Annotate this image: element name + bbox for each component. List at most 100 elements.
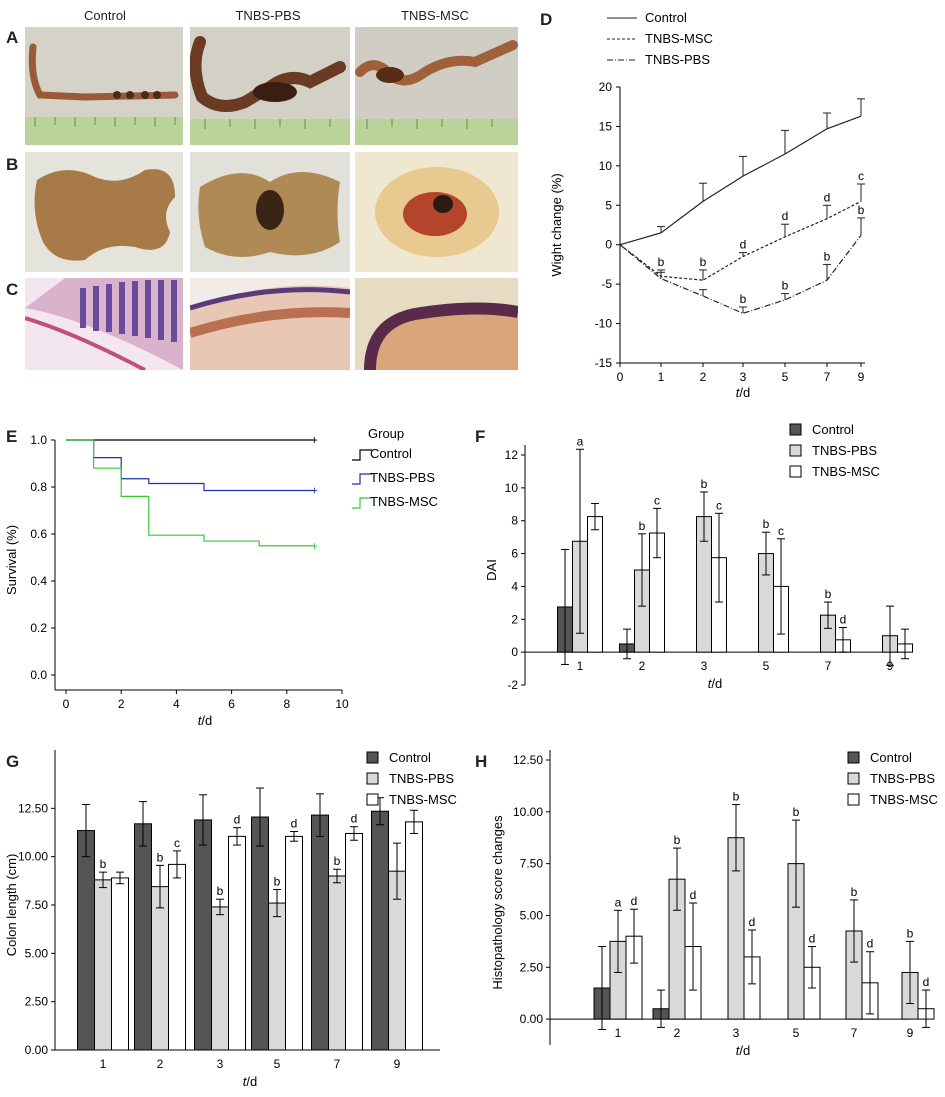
bar-tnbs-msc [285, 835, 303, 1051]
histology-photo-control [25, 278, 183, 370]
y-tick-label: 15 [599, 119, 613, 133]
legend-swatch [366, 772, 379, 785]
significance-label: d [291, 817, 298, 831]
significance-label: b [907, 926, 914, 940]
y-tick-label: 1.0 [30, 433, 47, 447]
bar-tnbs-pbs [211, 906, 229, 1051]
colon-photo-tnbs-pbs [190, 27, 350, 145]
bar-control [311, 814, 329, 1051]
y-tick-label: 0 [605, 238, 612, 252]
significance-label: d [824, 190, 831, 204]
x-tick-label: 3 [217, 1057, 224, 1071]
significance-label: b [740, 292, 747, 306]
x-tick-label: 10 [335, 697, 349, 711]
x-tick-label: 5 [274, 1057, 281, 1071]
legend-label: TNBS-MSC [870, 792, 938, 807]
panel-letter-b: B [6, 155, 19, 174]
column-header-control: Control [84, 8, 126, 23]
x-tick-label: 0 [617, 370, 624, 384]
legend-label: TNBS-MSC [370, 494, 438, 509]
x-tick-label: 7 [824, 370, 831, 384]
legend-label: TNBS-PBS [870, 771, 935, 786]
y-tick-label: 5.00 [520, 908, 544, 922]
colon-length-chart: 0.002.505.007.5010.0012.501b2bc3bd5bd7bd… [4, 750, 457, 1089]
panel-letter-e: E [6, 427, 18, 446]
panel-letter-a: A [6, 28, 19, 47]
x-tick-label: 3 [740, 370, 747, 384]
y-tick-label: 2 [511, 612, 518, 626]
y-tick-label: 0.6 [30, 527, 47, 541]
x-tick-label: 9 [394, 1057, 401, 1071]
significance-label: b [674, 833, 681, 847]
y-tick-label: 2.50 [520, 960, 544, 974]
survival-line-tnbs-pbs [66, 439, 315, 492]
mucosa-photo-tnbs-msc [355, 152, 518, 272]
x-tick-label: 1 [577, 659, 584, 673]
bar-tnbs-pbs [151, 886, 169, 1051]
legend-swatch [847, 793, 860, 806]
legend-label: Control [645, 10, 687, 25]
column-header-tnbs-pbs: TNBS-PBS [235, 8, 301, 23]
y-tick-label: 12 [505, 448, 519, 462]
significance-label: d [740, 238, 747, 252]
x-tick-label: 3 [733, 1026, 740, 1040]
histology-photo-tnbs-msc [355, 278, 518, 370]
legend-label: Control [812, 422, 854, 437]
bar-tnbs-msc [345, 832, 363, 1051]
panel-letter-g: G [6, 752, 20, 771]
y-tick-label: 10 [599, 159, 613, 173]
bar-tnbs-msc [111, 877, 129, 1051]
significance-label: b [793, 805, 800, 819]
legend-title: Group [368, 426, 404, 441]
y-tick-label: -15 [595, 356, 613, 370]
x-axis-label: t/d [708, 676, 722, 691]
x-axis-label: t/d [736, 1043, 750, 1058]
y-tick-label: -2 [507, 678, 518, 692]
legend-swatch [847, 751, 860, 764]
significance-label: d [782, 209, 789, 223]
legend-label: TNBS-PBS [645, 52, 710, 67]
legend-label: TNBS-PBS [812, 443, 877, 458]
y-tick-label: 12.50 [18, 801, 48, 815]
legend-label: TNBS-PBS [370, 470, 435, 485]
x-tick-label: 2 [674, 1026, 681, 1040]
x-tick-label: 3 [701, 659, 708, 673]
x-axis-label: t/d [736, 385, 750, 400]
mucosa-photo-control [25, 152, 183, 272]
significance-label: d [923, 975, 930, 989]
x-tick-label: 9 [907, 1026, 914, 1040]
x-tick-label: 9 [887, 659, 894, 673]
colon-photo-tnbs-msc [355, 27, 518, 145]
legend-swatch [366, 751, 379, 764]
legend-label: Control [870, 750, 912, 765]
y-tick-label: 0.0 [30, 668, 47, 682]
x-tick-label: 7 [851, 1026, 858, 1040]
x-tick-label: 7 [825, 659, 832, 673]
significance-label: a [615, 895, 622, 909]
panel-letter-h: H [475, 752, 488, 771]
bar-tnbs-msc [587, 516, 603, 653]
legend-label: Control [389, 750, 431, 765]
bar-control [194, 819, 212, 1051]
y-tick-label: 0.2 [30, 621, 47, 635]
y-tick-label: 10 [505, 481, 519, 495]
significance-label: b [639, 519, 646, 533]
y-tick-label: 2.50 [25, 995, 49, 1009]
bar-control [134, 823, 152, 1051]
significance-label: b [733, 790, 740, 804]
x-tick-label: 8 [283, 697, 290, 711]
bar-control [371, 810, 389, 1051]
bar-tnbs-pbs [328, 875, 346, 1051]
y-tick-label: 0.00 [25, 1043, 49, 1057]
bar-control [77, 830, 95, 1051]
x-tick-label: 6 [228, 697, 235, 711]
legend-label: TNBS-PBS [389, 771, 454, 786]
x-tick-label: 1 [100, 1057, 107, 1071]
legend-swatch [789, 423, 802, 436]
y-tick-label: 5 [605, 198, 612, 212]
significance-label: d [809, 932, 816, 946]
y-tick-label: 7.50 [520, 857, 544, 871]
x-tick-label: 1 [658, 370, 665, 384]
x-tick-label: 2 [639, 659, 646, 673]
x-tick-label: 9 [858, 370, 865, 384]
